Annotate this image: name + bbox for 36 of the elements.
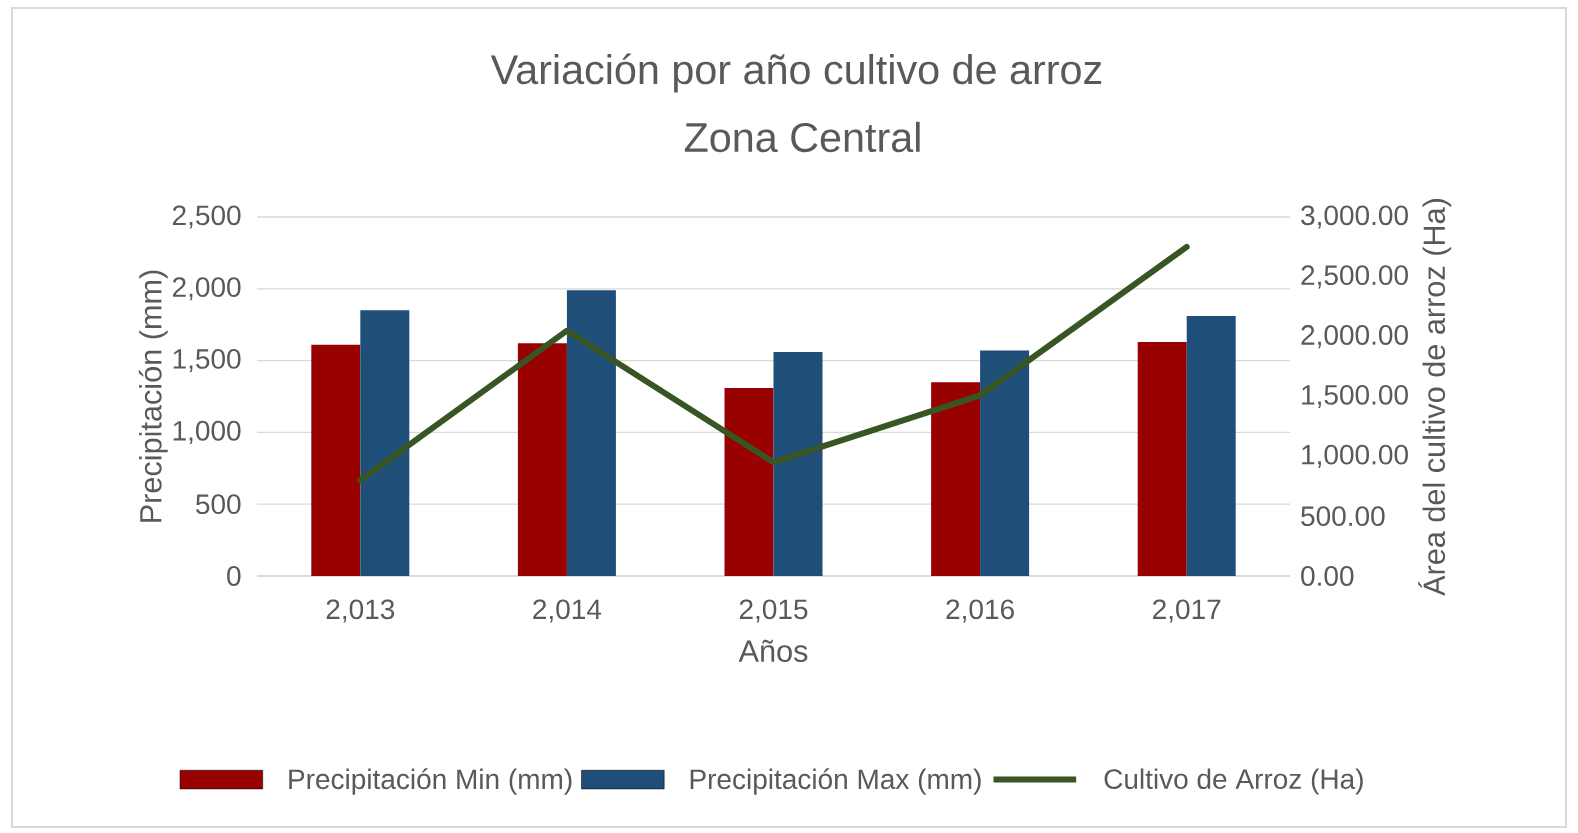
y2-tick-label: 0.00 [1301, 566, 1354, 586]
y-tick-label: 2,000 [172, 277, 241, 301]
x-tick-label: 2,015 [739, 599, 808, 623]
bar [360, 310, 410, 576]
chart-subtitle: Zona Central [684, 121, 920, 153]
bar [980, 350, 1030, 576]
chart-title: Variación por año cultivo de arroz [490, 53, 1102, 93]
y-axis-title: Precipitación (mm) [138, 270, 168, 522]
y2-tick-label: 3,000.00 [1301, 205, 1408, 229]
bar [566, 290, 616, 576]
bar [1137, 341, 1187, 576]
x-tick-label: 2,013 [326, 599, 395, 623]
bar [517, 343, 567, 576]
y2-axis-title: Área del cultivo de arroz (Ha) [1418, 199, 1452, 596]
legend-label: Precipitación Min (mm) [289, 768, 572, 795]
y2-tick-label: 2,500.00 [1301, 265, 1408, 289]
y2-tick-label: 1,000.00 [1302, 444, 1408, 468]
x-tick-label: 2,014 [533, 599, 602, 623]
bar [931, 382, 981, 576]
y-tick-label: 500 [196, 494, 241, 515]
bar [311, 344, 361, 576]
y2-tick-label: 2,000.00 [1301, 325, 1408, 349]
y-tick-label: 1,500 [173, 349, 241, 373]
y-tick-label: 2,500 [172, 205, 241, 229]
y2-tick-label: 500.00 [1301, 506, 1385, 527]
bar [724, 387, 774, 576]
x-axis-title: Años [738, 639, 808, 662]
legend-label: Cultivo de Arroz (Ha) [1104, 768, 1363, 795]
x-tick-label: 2,017 [1153, 599, 1221, 623]
legend-label: Precipitación Max (mm) [690, 768, 981, 795]
y-tick-label: 1,000 [173, 420, 241, 444]
y2-tick-label: 1,500.00 [1302, 384, 1408, 409]
bar [773, 351, 823, 576]
y-tick-label: 0 [227, 566, 241, 586]
bar [1186, 316, 1236, 576]
x-tick-label: 2,016 [946, 599, 1014, 623]
